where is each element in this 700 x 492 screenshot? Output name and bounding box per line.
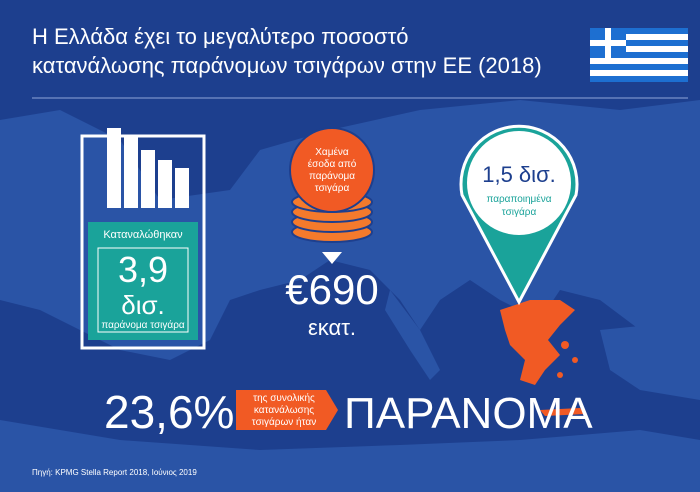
africa-land: [0, 420, 700, 492]
map-pin: [459, 124, 579, 306]
coin-stack: [289, 127, 375, 243]
coins-unit: εκατ.: [308, 315, 356, 340]
title-line: κατανάλωσης παράνομων τσιγάρων στην ΕΕ (…: [32, 53, 542, 78]
footer-caption: κατανάλωσης: [254, 404, 314, 416]
arrow-box: [236, 390, 338, 430]
coins-caption: έσοδα από: [308, 158, 357, 170]
coins-caption: παράνομα: [309, 170, 355, 182]
pin-label: τσιγάρα: [502, 206, 537, 218]
coins-caption: τσιγάρα: [315, 182, 350, 194]
italy: [385, 290, 440, 380]
pack-amount: 3,9: [118, 249, 168, 290]
pin-amount: 1,5 δισ.: [482, 162, 556, 187]
pin-label: παραποιημένα: [486, 193, 551, 205]
cigarette-pack: [80, 128, 206, 350]
coins-amount: €690: [285, 266, 378, 313]
title-line: Η Ελλάδα έχει το μεγαλύτερο ποσοστό: [32, 24, 409, 49]
footer-percent: 23,6%: [104, 386, 234, 438]
greece: [500, 300, 585, 416]
turkey: [600, 320, 700, 400]
footer-word: ΠΑΡΑΝΟΜΑ: [344, 389, 593, 438]
arrow-down: [322, 252, 342, 264]
pack-caption: Καταναλώθηκαν: [103, 229, 183, 241]
pack-unit: δισ.: [121, 290, 165, 320]
coins-caption: Χαμένα: [315, 146, 349, 158]
footer-caption: τσιγάρων ήταν: [252, 416, 316, 428]
greek-flag: [590, 28, 688, 82]
source: Πηγή: KPMG Stella Report 2018, Ιούνιος 2…: [32, 468, 197, 477]
pack-label: παράνομα τσιγάρα: [101, 319, 185, 331]
footer-caption: της συνολικής: [253, 392, 315, 404]
